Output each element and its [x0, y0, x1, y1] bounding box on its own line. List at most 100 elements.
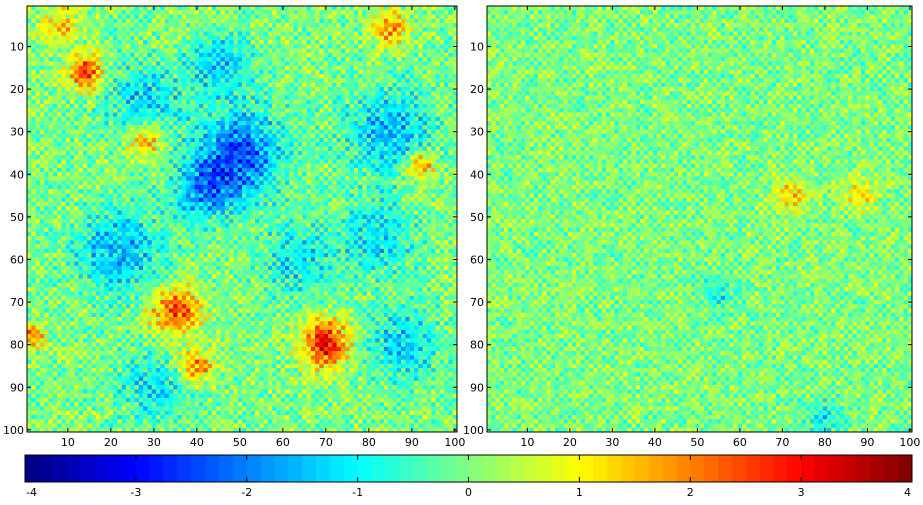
heatmap-cell	[160, 172, 165, 177]
heatmap-cell	[452, 133, 458, 139]
heatmap-cell	[426, 86, 432, 92]
heatmap-cell	[315, 112, 320, 118]
heatmap-cell	[422, 14, 428, 20]
heatmap-cell	[328, 210, 333, 216]
heatmap-cell	[95, 57, 101, 62]
heatmap-cell	[61, 172, 67, 177]
heatmap-cell	[375, 189, 380, 194]
heatmap-cell	[263, 14, 269, 20]
heatmap-cell	[164, 197, 170, 203]
heatmap-cell	[431, 206, 436, 211]
heatmap-cell	[293, 206, 299, 211]
heatmap-cell	[121, 35, 127, 41]
heatmap-cell	[216, 184, 221, 190]
heatmap-cell	[263, 138, 269, 143]
heatmap-cell	[211, 121, 217, 126]
heatmap-cell	[117, 129, 122, 135]
heatmap-cell	[383, 78, 389, 84]
heatmap-cell	[426, 172, 432, 177]
heatmap-cell	[203, 193, 208, 199]
heatmap-cell	[302, 14, 307, 20]
heatmap-cell	[125, 108, 131, 113]
heatmap-cell	[224, 214, 230, 220]
heatmap-cell	[82, 95, 88, 101]
heatmap-cell	[306, 91, 312, 96]
heatmap-cell	[289, 61, 294, 67]
heatmap-cell	[237, 18, 243, 24]
heatmap-cell	[439, 31, 445, 37]
heatmap-cell	[392, 155, 398, 160]
heatmap-cell	[229, 180, 234, 186]
heatmap-cell	[332, 142, 337, 147]
heatmap-cell	[302, 35, 307, 41]
heatmap-cell	[181, 189, 187, 194]
heatmap-cell	[345, 193, 350, 199]
heatmap-cell	[272, 150, 277, 156]
heatmap-cell	[315, 108, 320, 113]
heatmap-cell	[35, 57, 41, 62]
heatmap-cell	[362, 40, 368, 45]
heatmap-cell	[422, 214, 428, 220]
heatmap-cell	[293, 108, 299, 113]
heatmap-cell	[272, 40, 277, 45]
heatmap-cell	[452, 69, 458, 75]
heatmap-cell	[61, 65, 67, 71]
heatmap-cell	[267, 176, 273, 182]
heatmap-cell	[57, 44, 62, 49]
heatmap-cell	[39, 103, 45, 109]
heatmap-cell	[297, 10, 303, 15]
heatmap-cell	[48, 86, 54, 92]
heatmap-cell	[134, 155, 140, 160]
heatmap-cell	[130, 95, 135, 101]
heatmap-cell	[211, 214, 217, 220]
heatmap-cell	[57, 61, 62, 67]
heatmap-cell	[52, 116, 58, 122]
heatmap-cell	[95, 112, 101, 118]
heatmap-cell	[323, 167, 329, 173]
heatmap-cell	[61, 184, 67, 190]
heatmap-cell	[113, 155, 118, 160]
heatmap-cell	[315, 121, 320, 126]
heatmap-cell	[91, 69, 97, 75]
heatmap-cell	[409, 91, 415, 96]
heatmap-cell	[435, 201, 441, 207]
heatmap-cell	[426, 48, 432, 54]
heatmap-cell	[362, 189, 368, 194]
heatmap-cell	[250, 146, 256, 152]
heatmap-cell	[31, 23, 36, 28]
heatmap-cell	[168, 125, 174, 130]
heatmap-cell	[108, 167, 114, 173]
heatmap-cell	[134, 163, 140, 169]
heatmap-cell	[117, 189, 122, 194]
heatmap-cell	[242, 14, 247, 20]
heatmap-cell	[366, 86, 372, 92]
heatmap-cell	[48, 116, 54, 122]
heatmap-cell	[237, 206, 243, 211]
heatmap-cell	[78, 40, 84, 45]
heatmap-cell	[409, 23, 415, 28]
heatmap-cell	[448, 52, 454, 58]
heatmap-cell	[78, 35, 84, 41]
heatmap-cell	[276, 201, 282, 207]
heatmap-cell	[113, 108, 118, 113]
heatmap-cell	[328, 121, 333, 126]
heatmap-cell	[27, 142, 32, 147]
heatmap-cell	[297, 44, 303, 49]
heatmap-cell	[216, 40, 221, 45]
heatmap-cell	[203, 65, 208, 71]
heatmap-cell	[147, 121, 153, 126]
heatmap-cell	[272, 31, 277, 37]
heatmap-cell	[87, 40, 92, 45]
heatmap-cell	[246, 57, 251, 62]
heatmap-cell	[203, 44, 208, 49]
heatmap-cell	[65, 184, 71, 190]
heatmap-cell	[39, 125, 45, 130]
heatmap-cell	[263, 27, 269, 32]
heatmap-cell	[259, 133, 264, 139]
heatmap-cell	[237, 35, 243, 41]
heatmap-cell	[353, 142, 359, 147]
heatmap-cell	[254, 44, 260, 49]
heatmap-cell	[173, 155, 178, 160]
heatmap-cell	[151, 176, 157, 182]
heatmap-cell	[396, 52, 402, 58]
